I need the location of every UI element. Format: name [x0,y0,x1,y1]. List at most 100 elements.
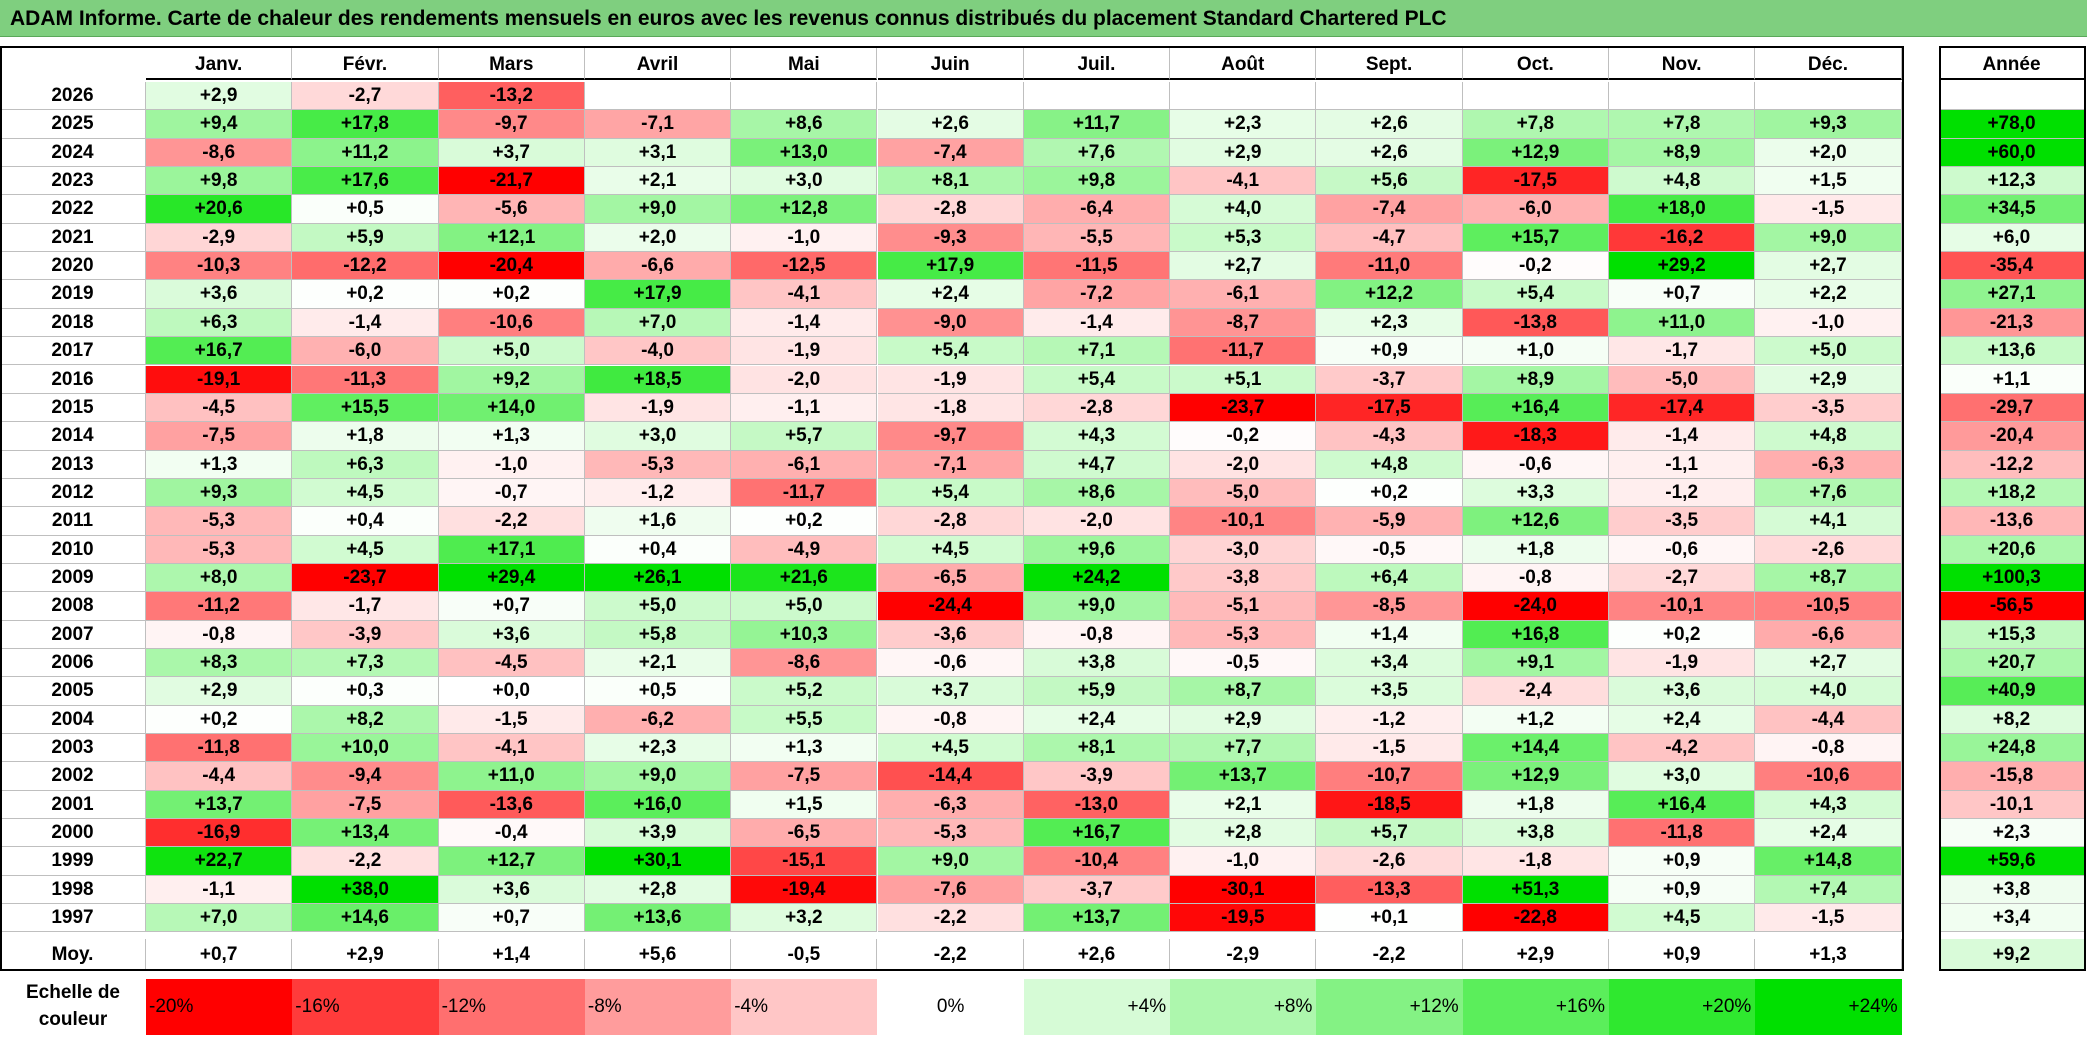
heatmap-cell: -5,6 [438,195,585,224]
heatmap-cell: +8,6 [1023,478,1171,508]
annual-cell: -35,4 [1939,252,2085,281]
heatmap-cell: -10,4 [1023,847,1171,876]
heatmap-cell: +5,9 [1023,677,1171,706]
month-header: Juil. [1023,46,1171,80]
heatmap-cell: -4,1 [731,280,878,309]
heatmap-cell: +38,0 [292,875,439,905]
color-scale-label: Echelle de couleur [26,982,120,1030]
heatmap-cell: +2,9 [146,677,293,706]
annual-cell: +78,0 [1939,110,2085,139]
heatmap-cell: +1,8 [1462,535,1609,564]
heatmap-cell: +0,9 [1609,875,1756,905]
heatmap-cell: -5,3 [1170,620,1317,649]
heatmap-cell: +5,1 [1170,365,1317,394]
heatmap-cell: +2,6 [1316,138,1463,168]
year-label: 2024 [0,138,146,168]
heatmap-cell: +16,7 [146,337,293,366]
annual-cell: +20,6 [1939,535,2085,564]
year-label: 2015 [0,393,146,423]
heatmap-cell: -1,5 [1316,734,1463,763]
heatmap-cell: -24,4 [877,592,1024,621]
month-header: Nov. [1609,46,1756,80]
heatmap-cell: -0,8 [146,620,293,649]
heatmap-cell: -10,7 [1316,762,1463,791]
heatmap-cell: +1,3 [731,734,878,763]
heatmap-cell [1023,82,1171,111]
heatmap-cell: +2,4 [1023,705,1171,735]
year-label: 2003 [0,734,146,763]
heatmap-cell: -6,4 [1023,195,1171,224]
annual-cell: -21,3 [1939,308,2085,338]
heatmap-cell: -6,5 [877,563,1024,593]
heatmap-cell: -2,2 [438,507,585,536]
heatmap-cell [1609,82,1756,111]
year-label: 2017 [0,337,146,366]
heatmap-cell: -3,5 [1755,393,1902,423]
heatmap-cell: +4,5 [1609,904,1756,933]
heatmap-cell: -2,8 [1023,393,1171,423]
heatmap-cell: +5,0 [438,337,585,366]
heatmap-cell: -13,0 [1023,790,1171,820]
heatmap-cell: +14,6 [292,904,439,933]
heatmap-cell: +5,4 [1023,365,1171,394]
heatmap-cell: +4,3 [1023,422,1171,451]
heatmap-cell: -0,7 [438,478,585,508]
heatmap-cell: -20,4 [438,252,585,281]
heatmap-cell: +4,3 [1755,790,1902,820]
heatmap-cell: +7,0 [584,308,732,338]
heatmap-cell: +0,7 [438,904,585,933]
heatmap-cell: +13,0 [731,138,878,168]
heatmap-cell: +2,4 [1755,819,1902,848]
heatmap-cell: -1,5 [1755,195,1902,224]
average-annual-cell: +9,2 [1939,938,2085,971]
average-cell: +2,6 [1023,938,1171,971]
heatmap-cell: -3,6 [877,620,1024,649]
heatmap-cell: -11,7 [731,478,878,508]
heatmap-cell: +1,3 [146,450,293,479]
heatmap-cell: +5,0 [584,592,732,621]
heatmap-cell: +9,0 [1755,223,1902,253]
annual-cell: +27,1 [1939,280,2085,309]
heatmap-cell: -9,7 [877,422,1024,451]
heatmap-cell: +17,1 [438,535,585,564]
heatmap-cell: +0,3 [292,677,439,706]
heatmap-cell [1755,82,1902,111]
heatmap-cell: +2,3 [1170,110,1317,139]
color-scale-swatch: +24% [1755,979,1902,1035]
year-label: 2022 [0,195,146,224]
heatmap-cell: +2,8 [584,875,732,905]
heatmap-cell: +2,7 [1170,252,1317,281]
year-label: 1997 [0,904,146,933]
heatmap-cell: +16,0 [584,790,732,820]
heatmap-cell: -0,6 [1609,535,1756,564]
heatmap-cell: -7,5 [731,762,878,791]
heatmap-cell: -1,0 [438,450,585,479]
year-label: 2014 [0,422,146,451]
heatmap-cell: +3,8 [1023,649,1171,678]
average-cell: +0,7 [146,938,293,971]
heatmap-cell: +12,9 [1462,762,1609,791]
heatmap-cell: +15,5 [292,393,439,423]
heatmap-cell: -5,3 [146,507,293,536]
heatmap-cell: +9,2 [438,365,585,394]
heatmap-cell: -6,5 [731,819,878,848]
heatmap-cell: +5,0 [1755,337,1902,366]
heatmap-cell: +1,5 [731,790,878,820]
heatmap-cell: -1,4 [1609,422,1756,451]
heatmap-cell: +2,1 [1170,790,1317,820]
year-label: 2025 [0,110,146,139]
heatmap-cell: +9,3 [146,478,293,508]
heatmap-cell: -4,2 [1609,734,1756,763]
annual-cell: +60,0 [1939,138,2085,168]
heatmap-cell: -1,5 [1755,904,1902,933]
heatmap-cell: -8,5 [1316,592,1463,621]
heatmap-cell: -11,3 [292,365,439,394]
month-header: Mai [731,46,878,80]
heatmap-cell: -10,3 [146,252,293,281]
heatmap-cell: +1,8 [1462,790,1609,820]
heatmap-cell: +2,3 [584,734,732,763]
heatmap-cell: -13,6 [438,790,585,820]
average-cell: -2,9 [1170,938,1317,971]
heatmap-cell: -0,8 [877,705,1024,735]
heatmap-cell: -4,3 [1316,422,1463,451]
